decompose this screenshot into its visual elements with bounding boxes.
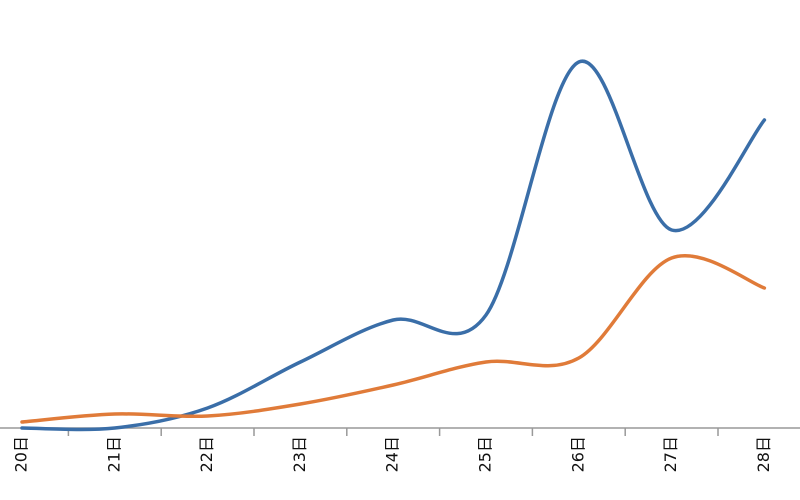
x-tick-label: 20日 bbox=[12, 436, 31, 472]
x-tick-label: 28日 bbox=[754, 436, 773, 472]
line-series bbox=[20, 254, 767, 424]
line-series bbox=[20, 59, 767, 432]
x-tick-label: 22日 bbox=[197, 436, 216, 472]
x-tick-label: 23日 bbox=[290, 436, 309, 472]
x-tick-label: 26日 bbox=[568, 436, 587, 472]
x-tick-label: 27日 bbox=[661, 436, 680, 472]
x-tick-label: 24日 bbox=[383, 436, 402, 472]
x-tick-label: 21日 bbox=[104, 436, 123, 472]
x-tick-label: 25日 bbox=[476, 436, 495, 472]
